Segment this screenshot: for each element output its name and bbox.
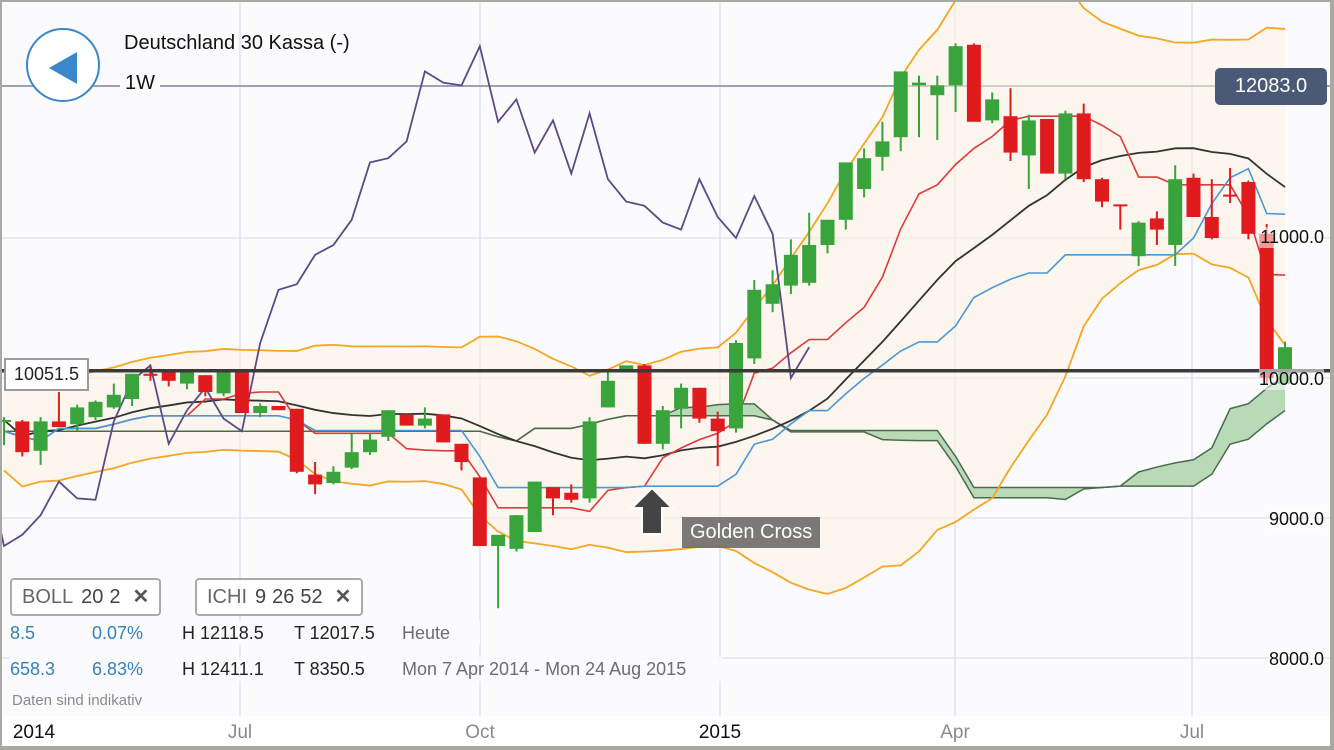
indicator-param: 20	[81, 586, 104, 608]
change-percent: 0.07%	[92, 623, 144, 643]
period-label: Mon 7 Apr 2014 - Mon 24 Aug 2015	[402, 659, 687, 679]
horizontal-line-label[interactable]: 10051.5	[4, 358, 90, 391]
back-button[interactable]	[26, 28, 100, 102]
up-arrow-icon	[629, 486, 675, 535]
y-axis-label: 11000.0	[1260, 227, 1324, 248]
change-value: 658.3	[10, 659, 56, 679]
indicator-name: ICHI	[207, 586, 247, 608]
x-axis-label: Jul	[227, 722, 253, 743]
change-percent: 6.83%	[92, 659, 144, 679]
y-axis-label: 10000.0	[1258, 369, 1324, 390]
x-axis-label: Apr	[940, 722, 970, 743]
disclaimer: Daten sind indikativ	[12, 692, 143, 709]
x-axis-label: 2014	[12, 722, 56, 743]
x-axis: 2014 Jul Oct 2015 Apr Jul	[2, 716, 1330, 746]
indicator-param: 52	[300, 586, 323, 608]
high-value: H 12118.5	[182, 623, 264, 643]
x-axis-label: Oct	[465, 722, 495, 743]
high-value: H 12411.1	[182, 659, 264, 679]
indicator-param: 9	[255, 586, 267, 608]
indicator-name: BOLL	[22, 586, 74, 608]
y-axis-label: 8000.0	[1268, 649, 1324, 670]
period-label: Heute	[402, 623, 451, 643]
low-value: T 12017.5	[294, 623, 375, 643]
stats-row-today: 8.5 0.07% H 12118.5 T 12017.5 Heute	[10, 621, 480, 645]
stats-row-range: 658.3 6.83% H 12411.1 T 8350.5 Mon 7 Apr…	[10, 657, 722, 681]
x-axis-label: Jul	[1179, 722, 1205, 743]
x-axis-label: 2015	[698, 722, 742, 743]
instrument-title: Deutschland 30 Kassa (-)	[124, 32, 350, 54]
period-selector[interactable]: 1W	[120, 72, 160, 95]
close-icon[interactable]: ✕	[334, 586, 352, 608]
low-value: T 8350.5	[294, 659, 365, 679]
indicator-chip-boll[interactable]: BOLL 20 2 ✕	[10, 578, 162, 616]
current-price-tag: 12083.0	[1215, 68, 1327, 105]
back-triangle-icon	[49, 52, 77, 84]
close-icon[interactable]: ✕	[132, 586, 150, 608]
y-axis-label: 9000.0	[1268, 509, 1324, 530]
indicator-param: 26	[272, 586, 295, 608]
indicator-param: 2	[109, 586, 121, 608]
golden-cross-label: Golden Cross	[682, 517, 821, 548]
indicator-chip-ichi[interactable]: ICHI 9 26 52 ✕	[195, 578, 364, 616]
change-value: 8.5	[10, 623, 36, 643]
